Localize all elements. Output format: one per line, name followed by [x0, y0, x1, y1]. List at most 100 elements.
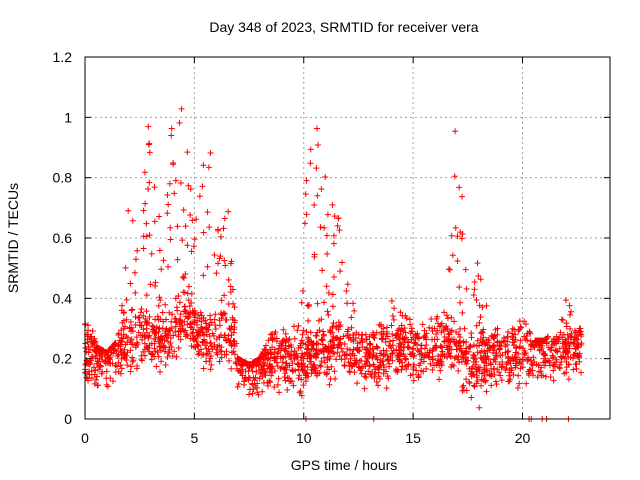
- data-point: [212, 326, 219, 333]
- data-point: [356, 364, 363, 371]
- data-point: [92, 367, 99, 374]
- data-point: [242, 374, 249, 381]
- data-point: [112, 369, 119, 376]
- data-point: [523, 380, 530, 387]
- data-point: [157, 368, 164, 375]
- data-point: [516, 344, 523, 351]
- data-point: [142, 334, 149, 341]
- data-point: [496, 346, 503, 353]
- data-point: [305, 317, 312, 324]
- data-point: [475, 272, 482, 279]
- data-point: [320, 328, 327, 335]
- data-point: [285, 351, 292, 358]
- data-point: [286, 375, 293, 382]
- data-point: [373, 352, 380, 359]
- data-point: [268, 372, 275, 379]
- data-point: [230, 300, 237, 307]
- data-point: [269, 337, 276, 344]
- data-point: [95, 366, 102, 373]
- data-point: [190, 309, 197, 316]
- data-point: [85, 368, 92, 375]
- data-point: [189, 217, 196, 224]
- data-point: [222, 262, 229, 269]
- data-point: [295, 322, 302, 329]
- data-point: [572, 361, 579, 368]
- data-point: [166, 346, 173, 353]
- data-point: [376, 321, 383, 328]
- data-point: [478, 347, 485, 354]
- data-point: [246, 391, 253, 398]
- data-point: [152, 279, 159, 286]
- data-point: [213, 270, 220, 277]
- data-point: [295, 360, 302, 367]
- data-point: [330, 345, 337, 352]
- data-point: [295, 344, 302, 351]
- data-point: [502, 343, 509, 350]
- data-point: [157, 316, 164, 323]
- data-point: [421, 333, 428, 340]
- data-point: [171, 190, 178, 197]
- data-point: [325, 312, 332, 319]
- data-point: [348, 314, 355, 321]
- data-point: [338, 345, 345, 352]
- data-point: [476, 404, 483, 411]
- data-point: [114, 363, 121, 370]
- data-point: [444, 354, 451, 361]
- data-point: [495, 369, 502, 376]
- data-point: [410, 334, 417, 341]
- data-point: [383, 385, 390, 392]
- data-point: [266, 368, 273, 375]
- data-point: [511, 338, 518, 345]
- data-point: [265, 350, 272, 357]
- data-point: [314, 192, 321, 199]
- data-point: [468, 373, 475, 380]
- data-point: [454, 346, 461, 353]
- data-point: [578, 340, 585, 347]
- data-point: [307, 329, 314, 336]
- data-point: [121, 309, 128, 316]
- data-point: [181, 318, 188, 325]
- data-point: [195, 342, 202, 349]
- data-point: [311, 202, 318, 209]
- data-point: [447, 353, 454, 360]
- data-point: [207, 353, 214, 360]
- data-point: [207, 150, 214, 157]
- data-point: [487, 372, 494, 379]
- data-point: [149, 322, 156, 329]
- data-point: [126, 324, 133, 331]
- data-point: [152, 335, 159, 342]
- data-point: [231, 338, 238, 345]
- data-point: [140, 312, 147, 319]
- data-point: [304, 302, 311, 309]
- data-point: [327, 353, 334, 360]
- data-point: [394, 368, 401, 375]
- data-point: [331, 273, 338, 280]
- data-point: [467, 343, 474, 350]
- data-point: [215, 227, 222, 234]
- data-point: [132, 321, 139, 328]
- data-point: [88, 333, 95, 340]
- data-point: [188, 290, 195, 297]
- data-point: [470, 342, 477, 349]
- data-point: [135, 329, 142, 336]
- data-point: [180, 275, 187, 282]
- data-point: [92, 347, 99, 354]
- data-point: [498, 377, 505, 384]
- data-point: [156, 247, 163, 254]
- data-point: [340, 333, 347, 340]
- data-point: [456, 359, 463, 366]
- data-point: [507, 360, 514, 367]
- data-point: [522, 321, 529, 328]
- data-point: [477, 313, 484, 320]
- data-point: [347, 369, 354, 376]
- data-point: [298, 363, 305, 370]
- data-point: [147, 281, 154, 288]
- data-point: [537, 368, 544, 375]
- data-point: [416, 351, 423, 358]
- data-point: [317, 363, 324, 370]
- data-point: [490, 342, 497, 349]
- data-point: [473, 365, 480, 372]
- data-point: [329, 291, 336, 298]
- data-point: [363, 357, 370, 364]
- data-point: [129, 217, 136, 224]
